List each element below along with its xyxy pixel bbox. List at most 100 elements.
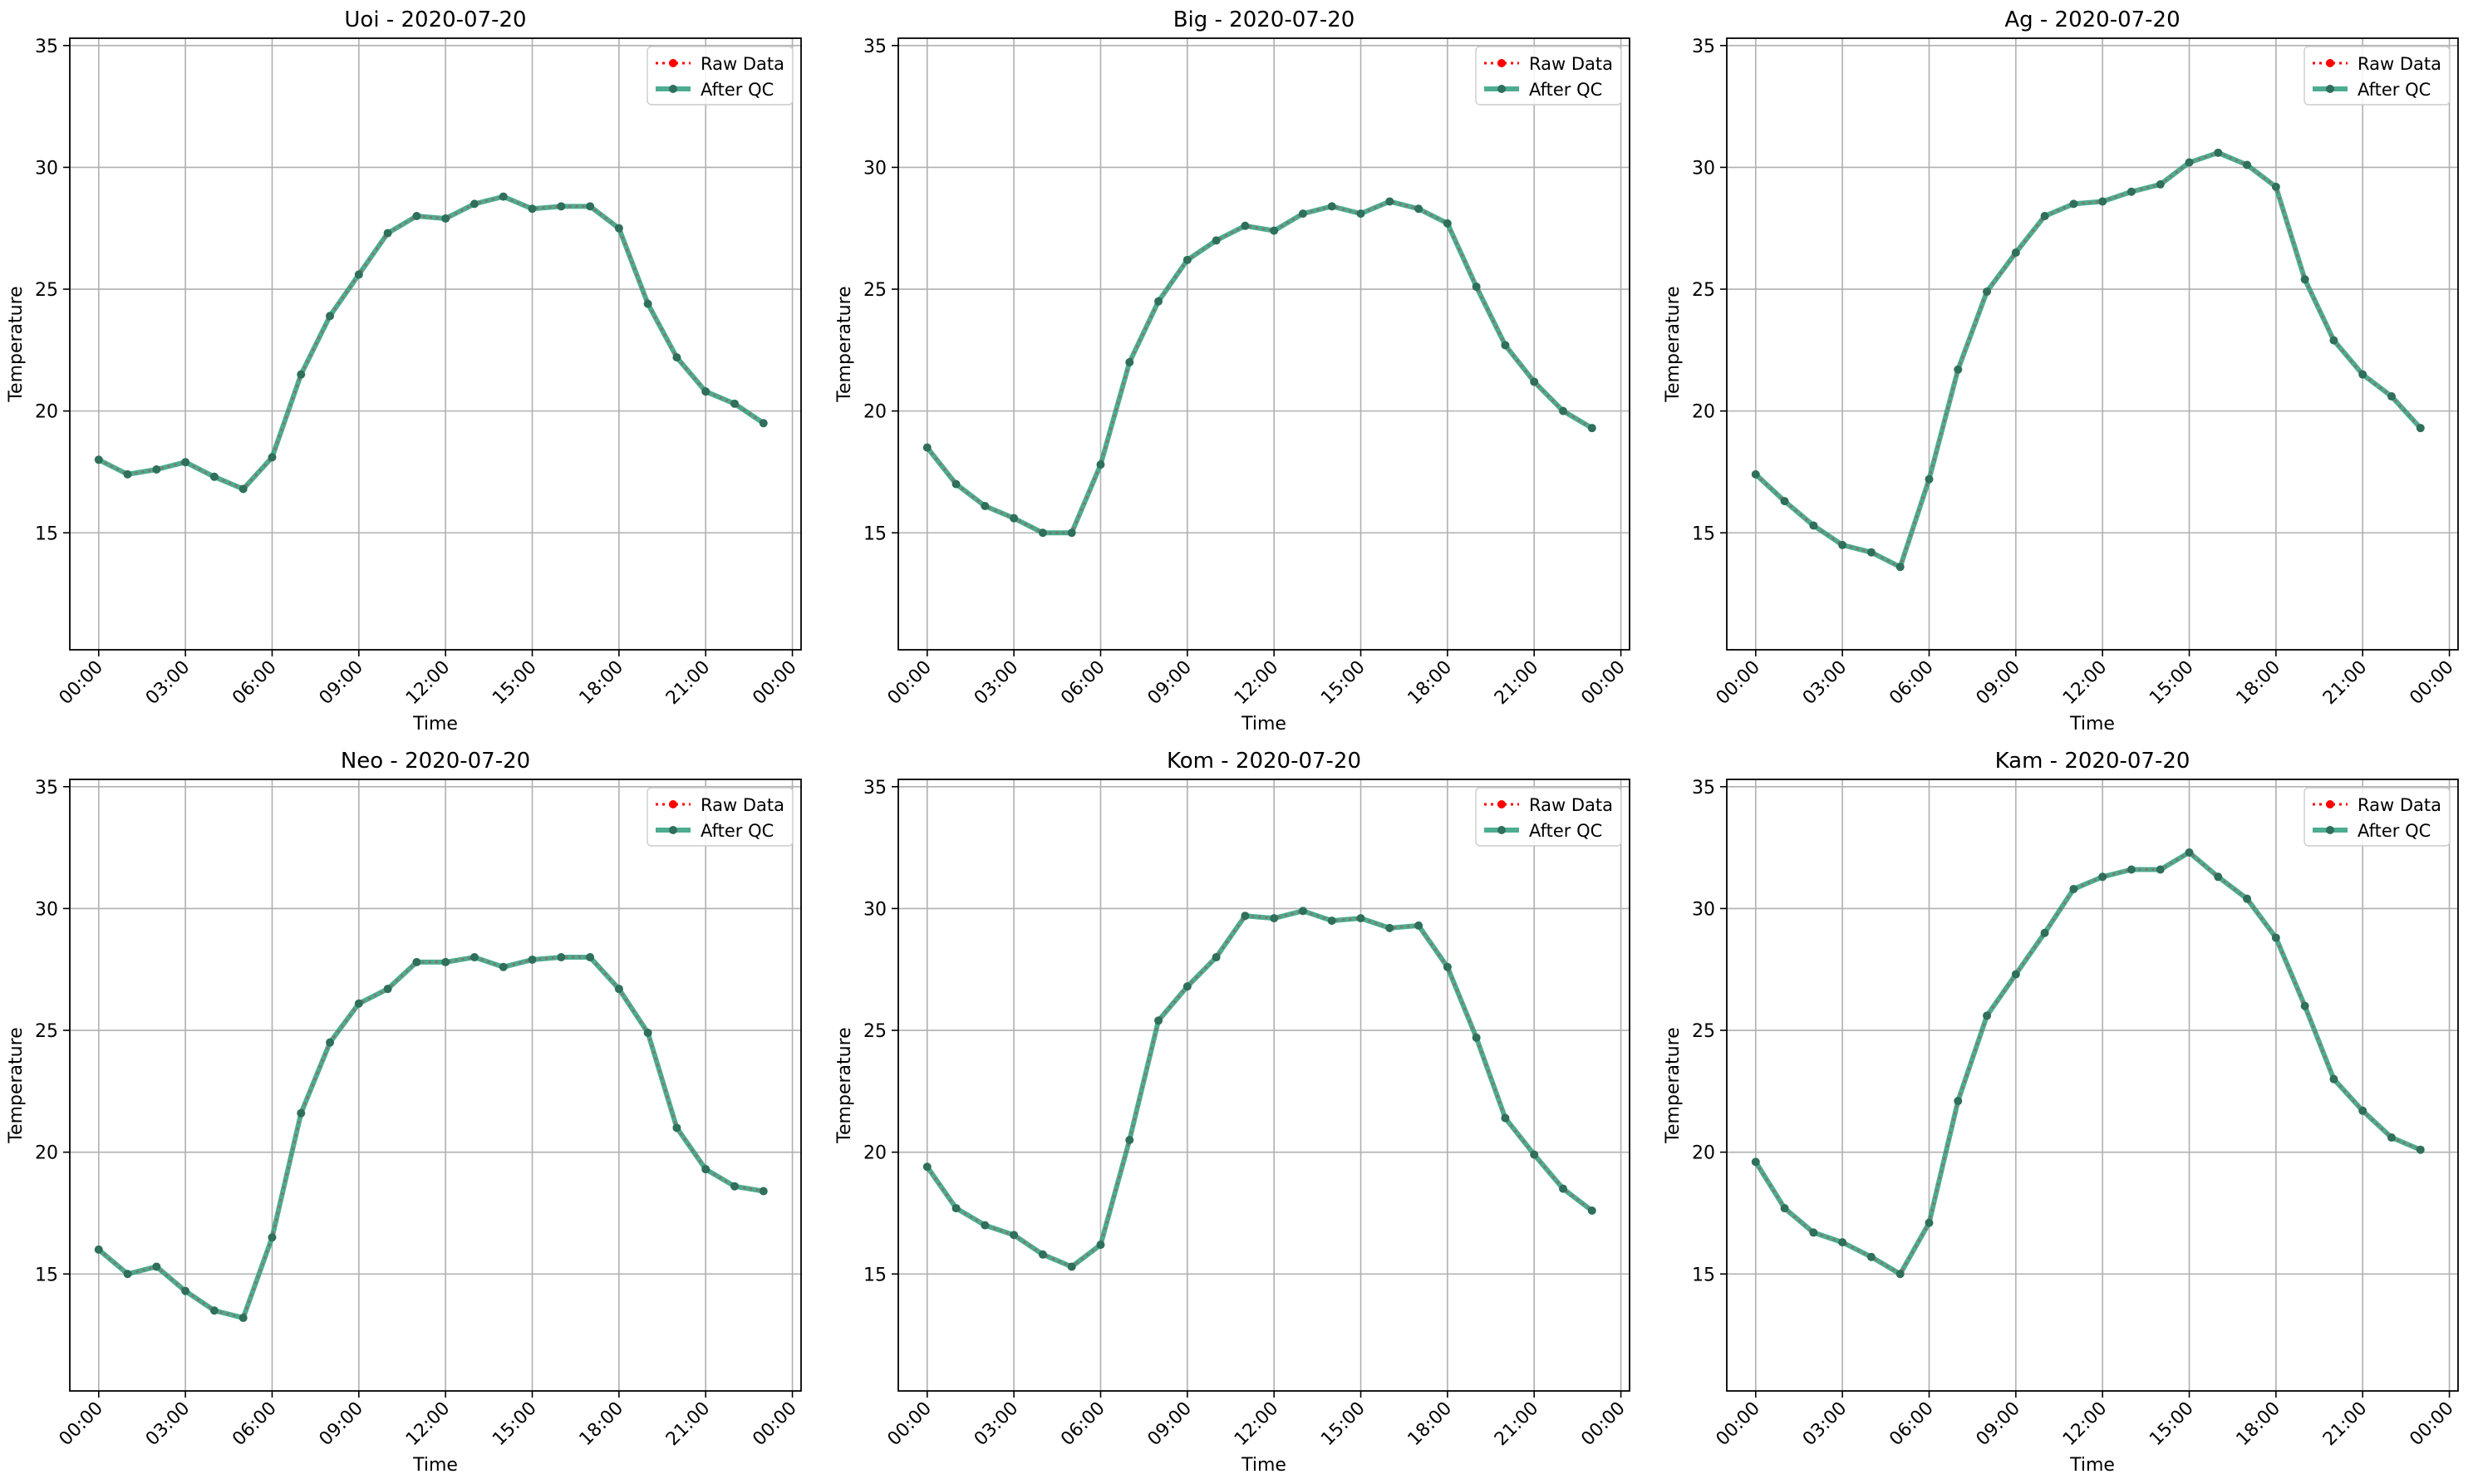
y-tick-label: 15 bbox=[35, 523, 58, 544]
x-axis-label: Time bbox=[1241, 714, 1286, 735]
x-tick-label: 18:00 bbox=[2233, 657, 2285, 710]
x-tick-label: 09:00 bbox=[1973, 657, 2025, 710]
data-point-after-qc bbox=[1270, 914, 1279, 923]
legend: Raw Data After QC bbox=[2303, 787, 2451, 847]
y-tick-label: 35 bbox=[1692, 37, 1715, 57]
legend: Raw Data After QC bbox=[647, 46, 794, 106]
data-point-after-qc bbox=[1751, 1157, 1760, 1167]
data-point-after-qc bbox=[441, 214, 450, 223]
data-point-after-qc bbox=[441, 957, 450, 966]
data-point-after-qc bbox=[354, 999, 363, 1008]
data-point-after-qc bbox=[1010, 1231, 1019, 1240]
chart-title: Uoi - 2020-07-20 bbox=[344, 7, 526, 32]
y-tick-label: 25 bbox=[863, 1021, 887, 1042]
plot-frame bbox=[1726, 779, 2459, 1392]
legend-label-raw-data: Raw Data bbox=[2358, 795, 2441, 815]
data-point-after-qc bbox=[2329, 1074, 2338, 1084]
y-tick-label: 25 bbox=[35, 280, 58, 301]
y-tick-label: 20 bbox=[863, 402, 887, 423]
legend: Raw Data After QC bbox=[647, 787, 794, 847]
x-tick-label: 15:00 bbox=[2146, 1398, 2198, 1451]
legend-label-after-qc: After QC bbox=[701, 80, 774, 100]
series-line-raw-data bbox=[1754, 151, 2421, 569]
series-line-raw-data bbox=[98, 195, 765, 490]
data-point-after-qc bbox=[1866, 548, 1876, 557]
data-point-after-qc bbox=[1241, 912, 1250, 921]
y-tick-label: 35 bbox=[1692, 778, 1715, 799]
data-point-after-qc bbox=[2069, 884, 2078, 893]
x-tick-label: 18:00 bbox=[1404, 657, 1457, 710]
series-line-after-qc bbox=[1753, 849, 2421, 1277]
x-axis-label: Time bbox=[2069, 714, 2115, 735]
data-point-after-qc bbox=[1414, 204, 1423, 214]
data-point-after-qc bbox=[2300, 1001, 2309, 1010]
y-tick-label: 30 bbox=[1692, 158, 1715, 179]
y-tick-label: 20 bbox=[863, 1143, 887, 1164]
data-point-after-qc bbox=[1241, 221, 1250, 230]
data-point-after-qc bbox=[1838, 540, 1847, 549]
series-line-raw-data bbox=[926, 910, 1593, 1268]
y-tick-label: 20 bbox=[1692, 1143, 1715, 1164]
legend: Raw Data After QC bbox=[1475, 787, 1622, 847]
data-point-after-qc bbox=[730, 399, 739, 408]
x-tick-label: 18:00 bbox=[576, 1398, 628, 1451]
subplot-6: 15 20 25 30 35 00:00 03:00 06:00 09:00 12:00 15:00… bbox=[1663, 749, 2459, 1476]
x-tick-label: 15:00 bbox=[2146, 657, 2198, 710]
data-point-after-qc bbox=[614, 985, 623, 994]
x-tick-label: 00:00 bbox=[1577, 657, 1630, 710]
after-qc-legend-marker bbox=[1497, 826, 1506, 834]
raw-data-legend-marker bbox=[669, 800, 677, 808]
x-axis-label: Time bbox=[2069, 1455, 2115, 1476]
y-tick-label: 30 bbox=[35, 158, 58, 179]
y-axis-label: Temperature bbox=[6, 1027, 27, 1143]
data-point-after-qc bbox=[181, 458, 190, 467]
data-point-after-qc bbox=[1125, 357, 1134, 366]
x-tick-label: 06:00 bbox=[229, 1398, 281, 1451]
data-point-after-qc bbox=[1530, 1150, 1539, 1159]
subplot-5: 15 20 25 30 35 00:00 03:00 06:00 09:00 12:00 15:00… bbox=[834, 749, 1630, 1476]
data-point-after-qc bbox=[1501, 341, 1510, 350]
data-point-after-qc bbox=[238, 1314, 248, 1323]
x-tick-label: 06:00 bbox=[1886, 1398, 1938, 1451]
data-point-after-qc bbox=[383, 985, 392, 994]
data-point-after-qc bbox=[557, 953, 566, 962]
data-point-after-qc bbox=[2011, 248, 2020, 258]
legend-label-raw-data: Raw Data bbox=[701, 795, 784, 815]
data-point-after-qc bbox=[2040, 212, 2049, 221]
data-point-after-qc bbox=[412, 957, 421, 966]
data-point-after-qc bbox=[2011, 970, 2020, 979]
chart-title: Ag - 2020-07-20 bbox=[2004, 7, 2180, 32]
y-tick-label: 15 bbox=[1692, 1265, 1715, 1285]
y-tick-label: 20 bbox=[1692, 402, 1715, 423]
data-point-after-qc bbox=[209, 472, 219, 481]
data-point-after-qc bbox=[2156, 865, 2165, 874]
data-point-after-qc bbox=[2387, 1133, 2396, 1142]
data-point-after-qc bbox=[759, 1187, 768, 1196]
data-point-after-qc bbox=[614, 224, 623, 233]
data-point-after-qc bbox=[181, 1286, 190, 1295]
x-tick-label: 00:00 bbox=[749, 657, 801, 710]
data-point-after-qc bbox=[922, 1162, 932, 1172]
x-tick-label: 15:00 bbox=[489, 1398, 541, 1451]
data-point-after-qc bbox=[268, 1233, 277, 1242]
data-point-after-qc bbox=[412, 212, 421, 221]
series-line-after-qc bbox=[925, 199, 1594, 536]
x-axis-label: Time bbox=[412, 1455, 458, 1476]
data-point-after-qc bbox=[1270, 226, 1279, 235]
legend-label-raw-data: Raw Data bbox=[1529, 54, 1613, 74]
data-point-after-qc bbox=[1096, 1241, 1105, 1250]
after-qc-legend-marker bbox=[2326, 826, 2334, 834]
chart-title: Neo - 2020-07-20 bbox=[341, 749, 530, 774]
data-point-after-qc bbox=[1954, 1097, 1963, 1106]
data-point-after-qc bbox=[1866, 1252, 1876, 1261]
data-point-after-qc bbox=[2271, 933, 2280, 942]
data-point-after-qc bbox=[1414, 921, 1423, 930]
data-point-after-qc bbox=[922, 443, 932, 452]
x-tick-label: 21:00 bbox=[2319, 1398, 2372, 1451]
y-tick-label: 25 bbox=[35, 1021, 58, 1042]
x-tick-label: 12:00 bbox=[1231, 657, 1283, 710]
y-tick-label: 30 bbox=[35, 899, 58, 920]
y-tick-label: 35 bbox=[863, 37, 887, 57]
y-axis-label: Temperature bbox=[1663, 1027, 1684, 1143]
